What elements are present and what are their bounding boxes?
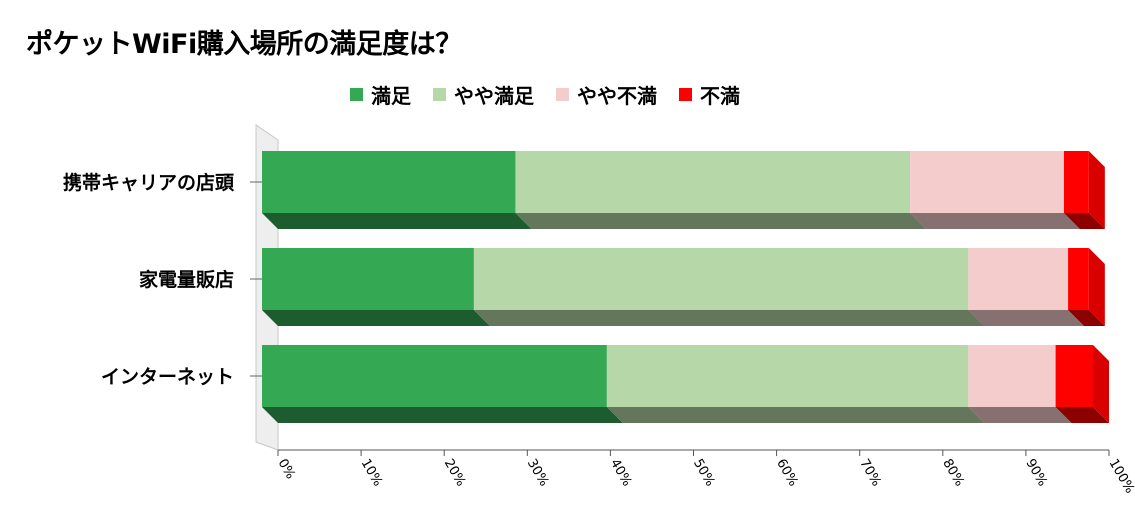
bar-depth-face — [1055, 407, 1109, 423]
category-label: 携帯キャリアの店頭 — [63, 171, 235, 194]
bar-segment — [262, 345, 607, 407]
legend-swatch — [556, 87, 569, 101]
bar-segment — [515, 151, 911, 213]
x-tick-label: 60% — [773, 457, 800, 490]
legend: 満足 やや満足 やや不満 不満 — [350, 80, 740, 108]
bar-side-face — [1088, 248, 1105, 326]
legend-item: やや不満 — [556, 80, 657, 109]
chart-title: ポケットWiFi購入場所の満足度は？ — [26, 29, 462, 60]
bar-depth-face — [1063, 213, 1105, 229]
x-tick-label: 0% — [275, 457, 298, 482]
bar-segment — [968, 248, 1069, 310]
bar-depth-face — [473, 310, 985, 326]
bar-depth-face — [968, 310, 1085, 326]
legend-item: やや満足 — [433, 80, 534, 109]
legend-label: 不満 — [700, 83, 740, 108]
x-tick-label: 50% — [690, 457, 717, 490]
bar-segment — [1055, 345, 1093, 407]
x-tick-label: 100% — [1106, 457, 1135, 497]
x-tick-label: 30% — [524, 457, 551, 490]
legend-swatch — [679, 87, 692, 101]
legend-item: 満足 — [350, 80, 411, 109]
x-tick-label: 80% — [939, 457, 966, 490]
bar-segment — [606, 345, 969, 407]
x-tick-label: 20% — [441, 457, 468, 490]
bar-depth-face — [262, 407, 623, 423]
bar-side-face — [1088, 151, 1105, 229]
bar-depth-face — [515, 213, 927, 229]
legend-label: やや満足 — [454, 83, 534, 108]
category-label: 家電量販店 — [139, 268, 234, 291]
legend-swatch — [433, 87, 446, 101]
bar-segment — [1063, 151, 1089, 213]
bar-segment — [473, 248, 969, 310]
x-tick-label: 90% — [1022, 457, 1049, 490]
bar-depth-face — [968, 407, 1072, 423]
bar-segment — [968, 345, 1056, 407]
bar-segment — [262, 151, 516, 213]
x-tick-label: 40% — [607, 457, 634, 490]
bar-depth-face — [606, 407, 985, 423]
x-tick-label: 10% — [358, 457, 385, 490]
category-label: インターネット — [101, 366, 234, 388]
bar-segment — [1068, 248, 1089, 310]
x-tick-label: 70% — [856, 457, 883, 490]
legend-item: 不満 — [679, 80, 740, 109]
legend-label: 満足 — [371, 83, 411, 108]
legend-label: やや不満 — [577, 83, 657, 108]
bar-side-face — [1093, 345, 1109, 423]
bar-depth-face — [1068, 310, 1105, 326]
legend-swatch — [350, 87, 363, 101]
bar-depth-face — [262, 310, 490, 326]
bar-segment — [910, 151, 1064, 213]
bar-depth-face — [910, 213, 1080, 229]
bar-depth-face — [262, 213, 532, 229]
bar-segment — [262, 248, 474, 310]
